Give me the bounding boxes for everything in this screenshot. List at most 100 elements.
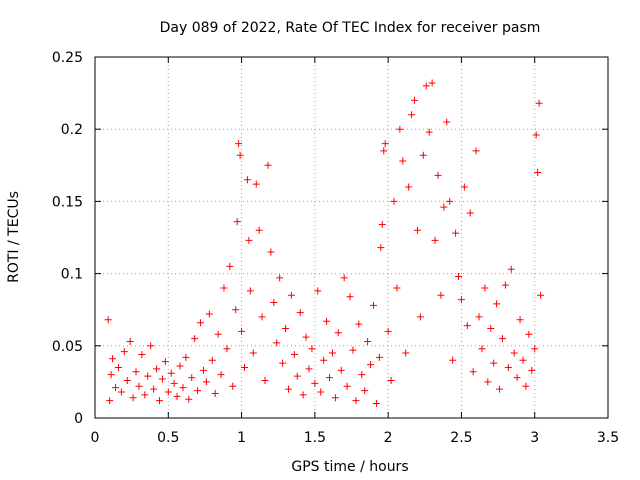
data-point: [132, 368, 140, 376]
data-point: [340, 274, 348, 282]
y-tick-label: 0.15: [52, 194, 83, 210]
data-point: [428, 79, 436, 87]
data-point: [449, 356, 457, 364]
data-point: [293, 372, 301, 380]
data-point: [208, 356, 216, 364]
data-point: [185, 395, 193, 403]
y-tick-label: 0.1: [61, 267, 83, 283]
data-point: [343, 382, 351, 390]
data-point: [393, 284, 401, 292]
data-point: [126, 337, 134, 345]
data-point: [120, 348, 128, 356]
data-point: [377, 244, 385, 252]
data-point: [493, 300, 501, 308]
data-point: [381, 140, 389, 148]
data-point: [299, 391, 307, 399]
data-point: [378, 221, 386, 229]
data-point: [229, 382, 237, 390]
data-point: [249, 349, 257, 357]
data-point: [446, 197, 454, 205]
data-point: [337, 366, 345, 374]
data-point: [214, 330, 222, 338]
data-point: [308, 345, 316, 353]
data-point: [516, 316, 524, 324]
data-point: [170, 379, 178, 387]
x-tick-label: 1.5: [304, 430, 326, 446]
data-point: [405, 183, 413, 191]
data-point: [387, 376, 395, 384]
data-point: [302, 333, 310, 341]
data-point: [267, 248, 275, 256]
data-point: [264, 161, 272, 169]
data-point: [282, 324, 290, 332]
data-point: [150, 385, 158, 393]
data-point: [419, 151, 427, 159]
data-point: [422, 82, 430, 90]
data-point: [226, 262, 234, 270]
data-point: [205, 310, 213, 318]
data-point: [413, 226, 421, 234]
data-point: [182, 353, 190, 361]
data-point: [138, 350, 146, 358]
data-point: [396, 125, 404, 133]
data-point: [104, 316, 112, 324]
data-point: [258, 313, 266, 321]
data-point: [525, 330, 533, 338]
data-point: [519, 356, 527, 364]
axis-ticks: 0 0.5 1 1.5 2 2.5 3 3.5 0 0.05 0.1 0.15 0.2 0.25: [52, 50, 619, 446]
data-point: [235, 140, 243, 148]
data-point: [176, 362, 184, 370]
data-point: [457, 296, 465, 304]
data-point: [481, 284, 489, 292]
data-point: [173, 392, 181, 400]
data-point: [107, 371, 115, 379]
data-point: [487, 324, 495, 332]
data-point: [243, 176, 251, 184]
data-point: [472, 147, 480, 155]
data-point: [469, 368, 477, 376]
data-point: [498, 335, 506, 343]
data-point: [361, 387, 369, 395]
data-point: [164, 388, 172, 396]
data-point: [305, 365, 313, 373]
data-point: [372, 400, 380, 408]
data-point: [320, 356, 328, 364]
data-point: [114, 363, 122, 371]
data-point: [233, 218, 241, 226]
data-point: [328, 349, 336, 357]
data-point: [238, 327, 246, 335]
data-point: [490, 359, 498, 367]
data-point: [202, 378, 210, 386]
data-point: [276, 274, 284, 282]
data-point: [326, 374, 334, 382]
data-point: [161, 358, 169, 366]
data-point: [255, 226, 263, 234]
data-point: [534, 169, 542, 177]
data-point: [431, 236, 439, 244]
data-point: [522, 382, 530, 390]
data-point: [246, 287, 254, 295]
data-point: [179, 384, 187, 392]
data-point: [531, 345, 539, 353]
data-point: [314, 287, 322, 295]
data-point: [245, 236, 253, 244]
data-point: [535, 99, 543, 107]
data-point: [369, 301, 377, 309]
data-point: [334, 329, 342, 337]
data-point: [220, 284, 228, 292]
x-tick-label: 0.5: [157, 430, 179, 446]
data-point: [408, 111, 416, 119]
data-point: [273, 339, 281, 347]
data-point: [147, 342, 155, 350]
data-point: [352, 397, 360, 405]
data-point: [416, 313, 424, 321]
data-point: [384, 327, 392, 335]
data-point: [261, 376, 269, 384]
data-point: [311, 379, 319, 387]
data-point: [279, 359, 287, 367]
data-point: [106, 397, 114, 405]
data-point: [478, 345, 486, 353]
data-point: [241, 363, 249, 371]
data-point: [331, 394, 339, 402]
data-point: [501, 281, 509, 289]
